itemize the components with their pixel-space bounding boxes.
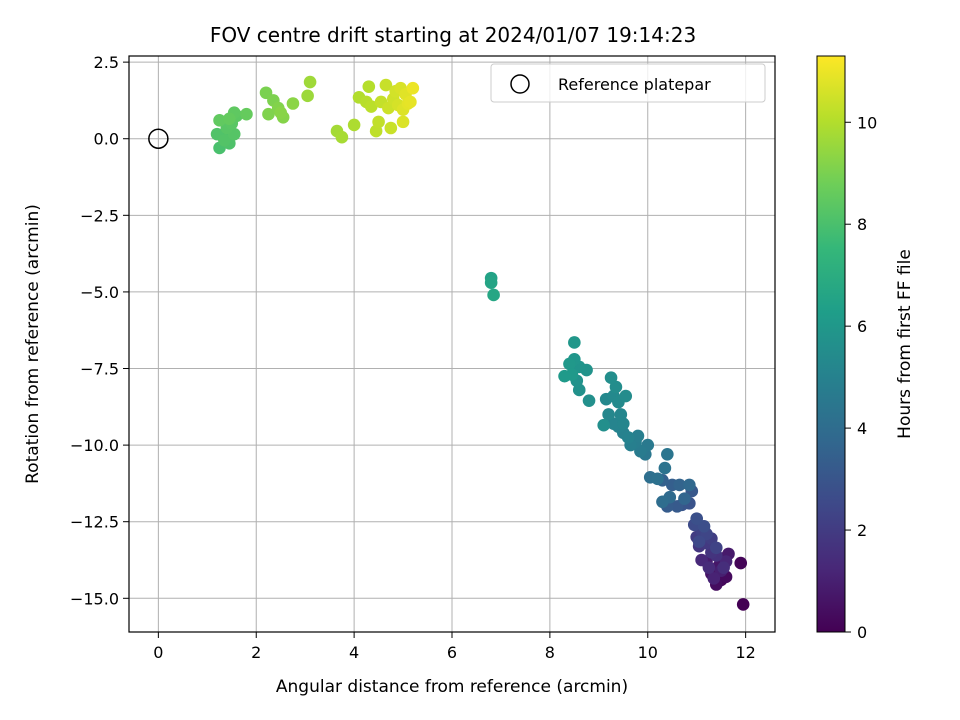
data-point [651, 472, 664, 486]
data-point [379, 78, 393, 92]
data-point [678, 492, 691, 506]
x-tick-label: 8 [545, 643, 555, 662]
data-point [303, 75, 317, 89]
y-tick-label: −12.5 [70, 513, 119, 532]
y-axis-ticks: 2.5 0.0 −2.5 −5.0 −7.5 −10.0 −12.5 −15.0 [70, 53, 129, 608]
colorbar-label: Hours from first FF file [895, 249, 915, 439]
data-point [364, 100, 378, 113]
data-point [661, 447, 674, 461]
data-point [372, 115, 385, 129]
data-point [347, 118, 361, 132]
x-tick-label: 0 [153, 643, 163, 662]
data-point [484, 276, 498, 290]
legend-label: Reference platepar [558, 75, 711, 94]
data-point [487, 288, 500, 302]
colorbar-tick-label: 2 [857, 521, 867, 540]
colorbar-tick-label: 4 [857, 419, 867, 438]
data-point [692, 535, 706, 548]
data-point [301, 89, 314, 103]
data-point [597, 418, 611, 432]
data-point [631, 429, 645, 443]
y-axis-label: Rotation from reference (arcmin) [23, 204, 43, 484]
data-point [396, 115, 410, 129]
legend-marker-reference-icon [510, 74, 530, 94]
data-point [702, 561, 716, 574]
x-tick-label: 2 [251, 643, 261, 662]
data-point [223, 112, 236, 126]
data-point [406, 81, 420, 95]
data-point [404, 95, 417, 109]
data-point [619, 389, 633, 403]
data-point [362, 80, 376, 93]
data-point [656, 495, 669, 509]
data-point [658, 461, 672, 475]
reference-platepar-marker [148, 128, 169, 149]
data-point [673, 478, 686, 492]
data-point [335, 130, 349, 144]
data-point [286, 97, 300, 110]
data-point [602, 408, 615, 421]
x-axis-label: Angular distance from reference (arcmin) [276, 677, 628, 697]
legend: Reference platepar [490, 63, 766, 103]
data-point [582, 394, 596, 407]
data-point [274, 106, 288, 119]
colorbar-tick-label: 8 [857, 215, 867, 234]
colorbar-gradient [816, 55, 846, 633]
chart-title: FOV centre drift starting at 2024/01/07 … [210, 23, 696, 47]
data-point [384, 121, 398, 135]
data-points [148, 75, 750, 611]
y-tick-label: −15.0 [70, 589, 119, 608]
y-tick-label: −2.5 [80, 206, 119, 225]
x-tick-label: 10 [638, 643, 658, 662]
data-point [709, 541, 723, 555]
y-tick-label: −7.5 [80, 360, 119, 379]
data-point [563, 357, 576, 371]
colorbar-tick-label: 6 [857, 317, 867, 336]
y-tick-label: −10.0 [70, 436, 119, 455]
colorbar-tick-label: 10 [857, 113, 877, 132]
legend-box [490, 63, 766, 103]
data-point [707, 572, 721, 585]
x-axis-ticks: 0 2 4 6 8 10 12 [153, 632, 756, 662]
data-point [614, 408, 628, 421]
y-tick-label: 0.0 [94, 130, 119, 149]
y-tick-label: −5.0 [80, 283, 119, 302]
colorbar [816, 55, 846, 633]
data-point [568, 336, 581, 349]
data-point [240, 107, 253, 121]
data-point [717, 561, 730, 574]
y-tick-label: 2.5 [94, 53, 119, 72]
data-point [734, 556, 748, 570]
data-point [262, 107, 275, 121]
data-point [218, 133, 231, 147]
data-point [558, 369, 571, 383]
grid-lines [129, 56, 775, 632]
x-tick-label: 4 [349, 643, 359, 662]
x-tick-label: 6 [447, 643, 457, 662]
data-point [690, 512, 703, 525]
data-point [621, 431, 635, 444]
data-point [683, 478, 696, 492]
colorbar-tick-label: 0 [857, 623, 867, 642]
colorbar-ticks: 0 2 4 6 8 10 [845, 113, 877, 642]
data-point [736, 598, 750, 611]
data-point [213, 114, 226, 127]
data-point [604, 371, 618, 385]
x-tick-label: 12 [735, 643, 755, 662]
